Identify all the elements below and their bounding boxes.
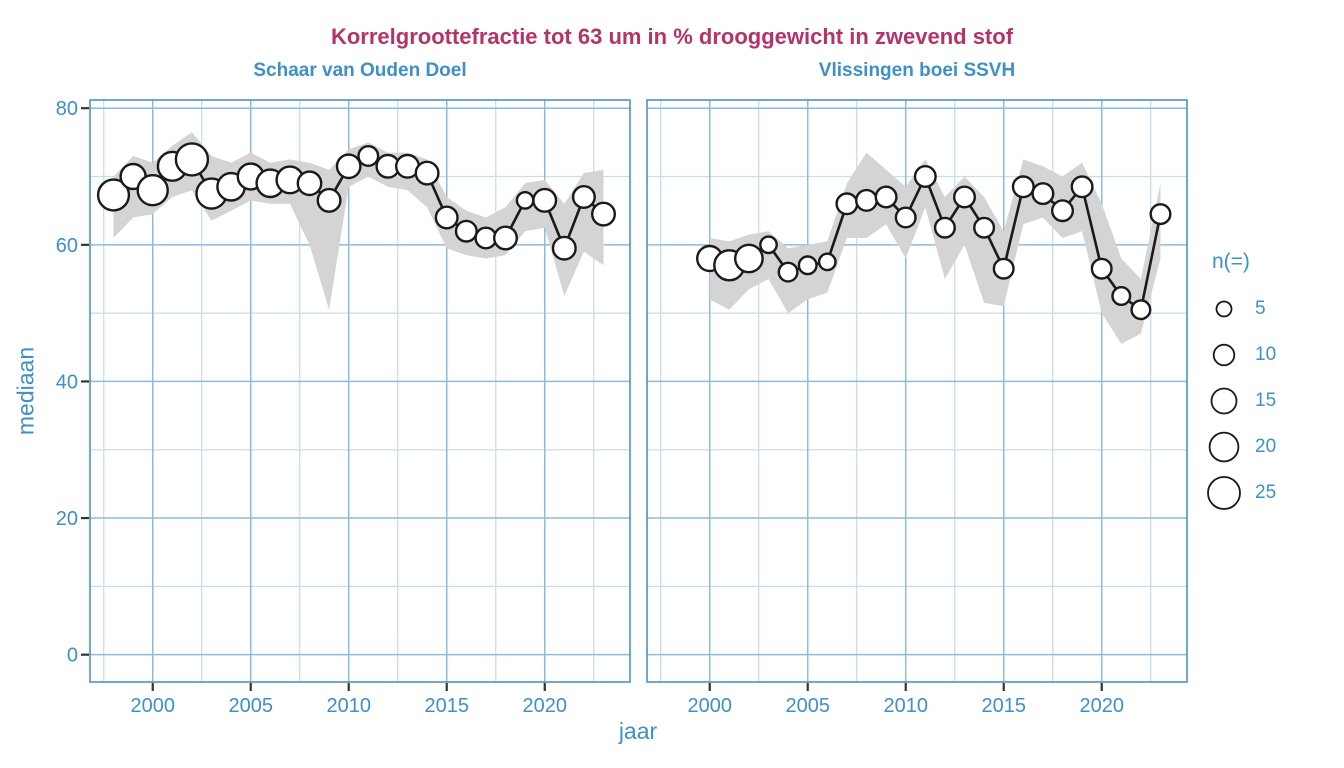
data-point (96, 178, 131, 212)
data-point (933, 216, 956, 239)
x-tick-label: 2005 (785, 695, 830, 717)
legend-item-label: 5 (1255, 298, 1266, 319)
legend-item-label: 25 (1255, 482, 1277, 503)
data-point (759, 235, 778, 255)
y-tick-label: 80 (56, 98, 78, 120)
data-point (894, 206, 917, 229)
legend-size-circle (1215, 300, 1233, 318)
data-point (454, 219, 478, 243)
data-point (532, 187, 558, 213)
data-point (855, 188, 879, 212)
x-tick-label: 2010 (883, 695, 928, 717)
data-point (434, 205, 459, 230)
facet-title-right: Vlissingen boei SSVH (818, 60, 1016, 81)
legend-size-icon (1208, 431, 1240, 463)
x-tick-label: 2000 (130, 695, 175, 717)
data-point (316, 187, 342, 213)
x-tick-label: 2015 (424, 695, 469, 717)
data-point (1090, 257, 1113, 280)
data-point (777, 261, 799, 283)
data-point (1031, 182, 1055, 206)
data-point (136, 173, 169, 207)
data-point (591, 201, 617, 227)
legend-size-circle (1212, 343, 1236, 367)
data-point (953, 185, 977, 209)
data-point (835, 192, 859, 216)
legend-item-label: 10 (1255, 344, 1277, 365)
legend-size-circle (1207, 476, 1241, 510)
data-point (797, 255, 818, 276)
legend-size-circle (1208, 431, 1240, 463)
facet-title-left: Schaar van Ouden Doel (253, 60, 467, 81)
x-tick-label: 2005 (228, 695, 273, 717)
data-point (1111, 286, 1132, 307)
chart-title: Korrelgroottefractie tot 63 um in % droo… (330, 24, 1014, 49)
data-point (335, 153, 362, 180)
data-point (357, 144, 380, 167)
data-point (174, 142, 210, 177)
legend-size-icon (1207, 476, 1241, 510)
data-point (414, 160, 440, 186)
data-point (913, 164, 937, 188)
legend-size-circle (1210, 387, 1238, 415)
data-point (493, 225, 519, 251)
y-tick-label: 40 (56, 371, 78, 393)
legend-size-icon (1212, 343, 1236, 367)
legend-item-label: 20 (1255, 436, 1277, 457)
data-point (973, 216, 996, 239)
legend-item: 25 (1206, 470, 1276, 516)
panel-border (89, 99, 631, 683)
data-point (1149, 203, 1172, 226)
data-point (1050, 199, 1074, 223)
panel-border (646, 99, 1188, 683)
y-tick-label: 0 (67, 645, 78, 667)
data-point (1011, 175, 1035, 199)
data-point (734, 243, 764, 274)
legend-size-icon (1210, 387, 1238, 415)
legend: n(=) 5 10 15 20 25 (1206, 250, 1276, 516)
data-point (1070, 175, 1094, 199)
legend-item: 10 (1206, 332, 1276, 378)
data-point (992, 257, 1015, 280)
data-point (874, 185, 898, 209)
legend-item: 5 (1206, 286, 1276, 332)
legend-item-label: 15 (1255, 390, 1277, 411)
legend-size-icon (1215, 300, 1233, 318)
x-tick-label: 2010 (326, 695, 371, 717)
data-point (296, 170, 323, 197)
x-tick-label: 2015 (981, 695, 1026, 717)
data-point (515, 190, 535, 210)
data-point (551, 235, 577, 261)
legend-item: 15 (1206, 378, 1276, 424)
y-tick-label: 20 (56, 508, 78, 530)
y-axis-title: mediaan (12, 346, 39, 436)
legend-title: n(=) (1212, 250, 1250, 273)
x-axis-title: jaar (618, 718, 658, 744)
legend-item: 20 (1206, 424, 1276, 470)
x-tick-label: 2020 (522, 695, 567, 717)
data-point (1130, 299, 1152, 321)
data-point (817, 252, 837, 272)
data-point (571, 184, 596, 209)
x-tick-label: 2000 (687, 695, 732, 717)
x-tick-label: 2020 (1079, 695, 1124, 717)
y-tick-label: 60 (56, 235, 78, 257)
